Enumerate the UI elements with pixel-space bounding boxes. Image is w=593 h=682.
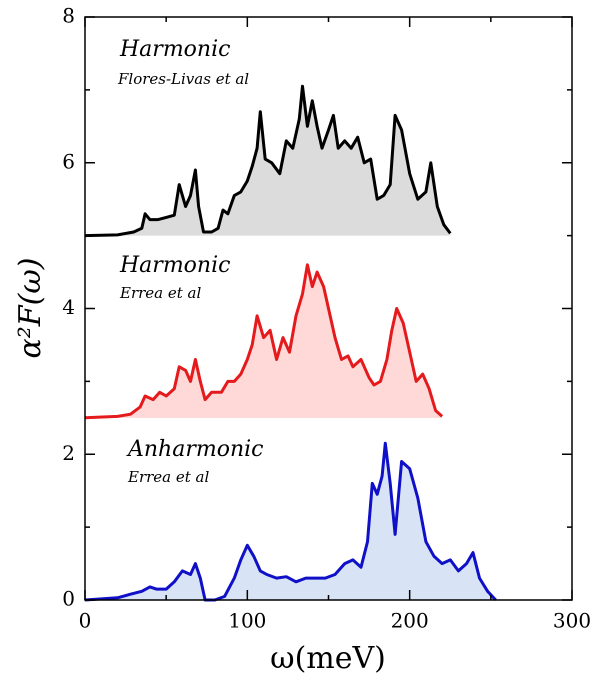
annotation: Harmonic — [119, 253, 230, 278]
y-tick-label: 4 — [62, 295, 75, 319]
y-axis-label: α²F(ω) — [13, 258, 48, 359]
area-fill — [85, 443, 496, 600]
line — [84, 84, 452, 238]
line — [84, 263, 444, 420]
annotation: Flores-Livas et al — [117, 70, 249, 88]
area-fill — [85, 264, 443, 418]
y-tick-label: 2 — [62, 441, 75, 465]
y-tick-label: 0 — [62, 587, 75, 611]
x-tick-label: 100 — [228, 609, 266, 633]
annotation: Harmonic — [119, 37, 230, 62]
annotation: Errea et al — [119, 284, 201, 302]
x-axis-label: ω(meV) — [270, 641, 386, 676]
y-tick-label: 6 — [62, 149, 75, 173]
x-tick-label: 300 — [553, 609, 591, 633]
y-tick-label: 8 — [62, 4, 75, 28]
x-tick-label: 200 — [391, 609, 429, 633]
x-tick-label: 0 — [79, 609, 92, 633]
annotation: Anharmonic — [126, 437, 264, 462]
line — [84, 441, 497, 602]
annotation: Errea et al — [127, 468, 209, 486]
